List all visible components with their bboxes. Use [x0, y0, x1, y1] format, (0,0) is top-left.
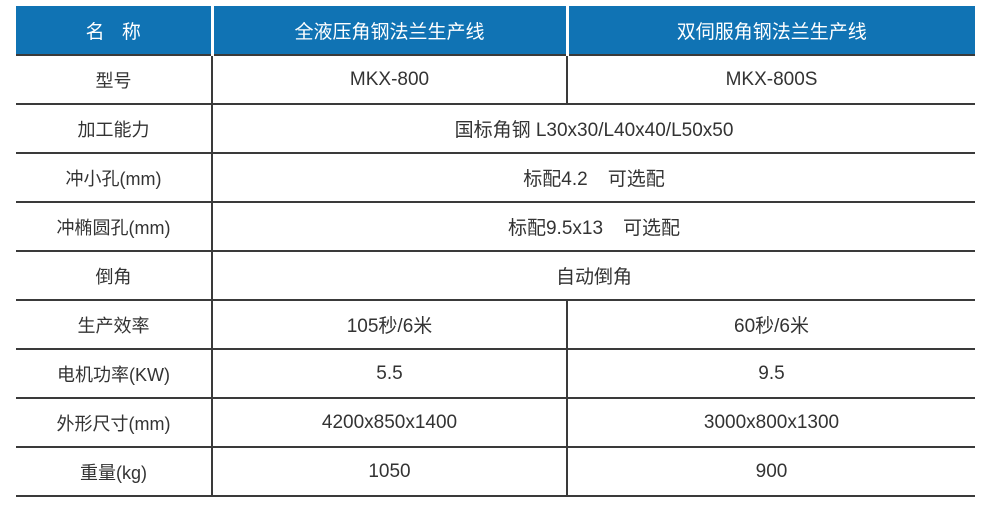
cell-oval-hole-optional: 可选配: [623, 218, 681, 239]
cell-motor-power-b: 9.5: [567, 349, 975, 399]
table-row: 倒角 自动倒角: [16, 251, 975, 301]
cell-small-hole-optional: 可选配: [607, 169, 665, 190]
table-header: 名 称 全液压角钢法兰生产线 双伺服角钢法兰生产线: [16, 6, 975, 55]
table-row: 冲小孔(mm) 标配4.2 可选配: [16, 153, 975, 203]
table-header-row: 名 称 全液压角钢法兰生产线 双伺服角钢法兰生产线: [16, 6, 975, 55]
row-label-weight: 重量(kg): [16, 447, 213, 497]
cell-model-a: MKX-800: [212, 54, 568, 105]
cell-capacity-merged: 国标角钢 L30x30/L40x40/L50x50: [212, 104, 975, 154]
row-label-dimensions: 外形尺寸(mm): [16, 398, 213, 448]
table-row: 型号 MKX-800 MKX-800S: [16, 54, 975, 105]
cell-efficiency-a: 105秒/6米: [212, 300, 568, 350]
cell-dimensions-a: 4200x850x1400: [212, 398, 568, 448]
row-label-motor-power: 电机功率(KW): [16, 349, 213, 399]
cell-model-b: MKX-800S: [567, 54, 975, 105]
row-label-capacity: 加工能力: [16, 104, 213, 154]
cell-efficiency-b: 60秒/6米: [567, 300, 975, 350]
cell-dimensions-b: 3000x800x1300: [567, 398, 975, 448]
table-row: 重量(kg) 1050 900: [16, 447, 975, 497]
cell-weight-a: 1050: [212, 447, 568, 497]
cell-small-hole-merged: 标配4.2 可选配: [212, 153, 975, 203]
table-body: 型号 MKX-800 MKX-800S 加工能力 国标角钢 L30x30/L40…: [16, 54, 975, 497]
row-label-small-hole: 冲小孔(mm): [16, 153, 213, 203]
row-label-chamfer: 倒角: [16, 251, 213, 301]
column-header-name: 名 称: [16, 6, 214, 55]
table-row: 外形尺寸(mm) 4200x850x1400 3000x800x1300: [16, 398, 975, 448]
cell-chamfer-merged: 自动倒角: [212, 251, 975, 301]
row-label-model: 型号: [16, 54, 213, 105]
cell-weight-b: 900: [567, 447, 975, 497]
table-row: 电机功率(KW) 5.5 9.5: [16, 349, 975, 399]
table-row: 加工能力 国标角钢 L30x30/L40x40/L50x50: [16, 104, 975, 154]
column-header-product-a: 全液压角钢法兰生产线: [212, 6, 569, 55]
specification-table: 名 称 全液压角钢法兰生产线 双伺服角钢法兰生产线 型号 MKX-800 MKX…: [16, 6, 975, 497]
table-row: 生产效率 105秒/6米 60秒/6米: [16, 300, 975, 350]
cell-motor-power-a: 5.5: [212, 349, 568, 399]
row-label-oval-hole: 冲椭圆孔(mm): [16, 202, 213, 252]
cell-oval-hole-standard: 标配9.5x13: [507, 218, 604, 239]
cell-small-hole-standard: 标配4.2: [523, 169, 588, 190]
row-label-efficiency: 生产效率: [16, 300, 213, 350]
column-header-product-b: 双伺服角钢法兰生产线: [567, 6, 975, 55]
table-row: 冲椭圆孔(mm) 标配9.5x13 可选配: [16, 202, 975, 252]
cell-oval-hole-merged: 标配9.5x13 可选配: [212, 202, 975, 252]
